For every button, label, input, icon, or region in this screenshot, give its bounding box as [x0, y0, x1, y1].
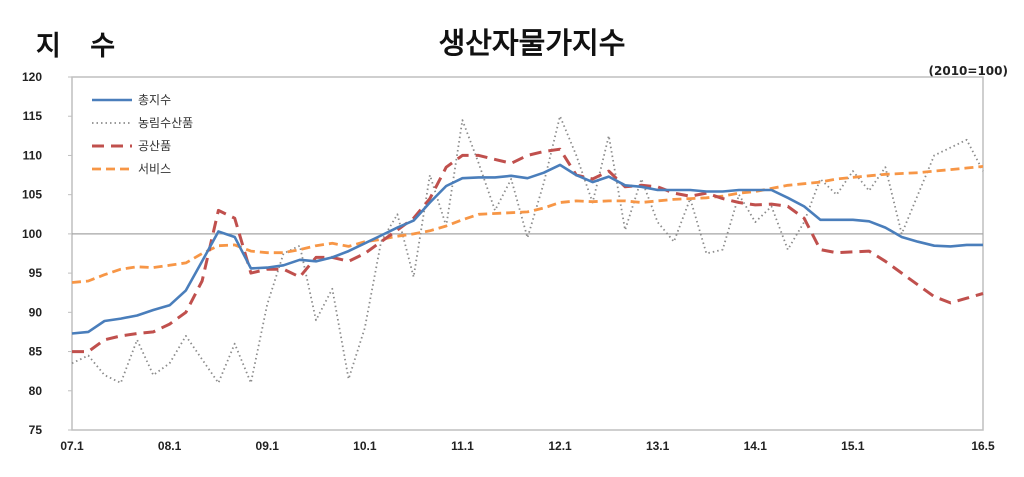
series-lines — [71, 115, 984, 384]
unit-note: (2010=100) — [928, 64, 1008, 78]
legend-label: 공산품 — [138, 139, 172, 153]
y-tick-label: 115 — [23, 109, 43, 123]
y-tick-label: 85 — [29, 345, 43, 359]
axes: 75 80 85 90 95 100 105 110 115 120 07.1 08.1 09.1 10.… — [22, 70, 995, 453]
legend-label: 총지수 — [138, 93, 172, 107]
y-tick-label: 100 — [22, 227, 42, 241]
y-tick-label: 120 — [22, 70, 42, 84]
chart-title-text: 생산자물가지수 — [438, 26, 626, 60]
x-tick-label: 07.1 — [60, 439, 84, 453]
x-tick-label: 15.1 — [841, 439, 865, 453]
plot-area — [71, 76, 984, 431]
legend-swatch-icon — [92, 98, 132, 101]
legend-swatch-icon — [92, 167, 132, 170]
x-tick-label: 13.1 — [646, 439, 670, 453]
series-line-2 — [72, 147, 984, 354]
legend-swatch-icon — [92, 121, 132, 124]
y-tick-label: 105 — [22, 188, 42, 202]
y-tick-label: 90 — [29, 305, 43, 319]
legend-item: 공산품 — [92, 134, 193, 157]
legend-item: 총지수 — [92, 88, 193, 111]
x-tick-label: 11.1 — [451, 439, 474, 453]
x-tick-label: 12.1 — [548, 439, 572, 453]
y-tick-label: 75 — [29, 423, 43, 437]
y-axis-title: 지 수 — [36, 31, 126, 62]
legend-label: 농림수산품 — [138, 116, 194, 130]
legend-item: 농림수산품 — [92, 111, 193, 134]
x-tick-label: 10.1 — [353, 439, 377, 453]
legend-label: 서비스 — [138, 162, 172, 176]
chart-title: 생산자물가지수 — [0, 20, 1024, 62]
legend-swatch-icon — [92, 144, 132, 147]
y-tick-label: 80 — [29, 384, 43, 398]
x-tick-label: 14.1 — [744, 439, 768, 453]
y-tick-label: 110 — [23, 148, 43, 162]
series-line-1 — [71, 115, 984, 384]
legend-item: 서비스 — [92, 157, 193, 180]
y-tick-label: 95 — [29, 266, 43, 280]
x-tick-label: 09.1 — [256, 439, 280, 453]
series-line-3 — [71, 165, 984, 284]
x-tick-label: 16.5 — [971, 439, 995, 453]
series-line-0 — [71, 163, 983, 335]
x-tick-label: 08.1 — [158, 439, 182, 453]
